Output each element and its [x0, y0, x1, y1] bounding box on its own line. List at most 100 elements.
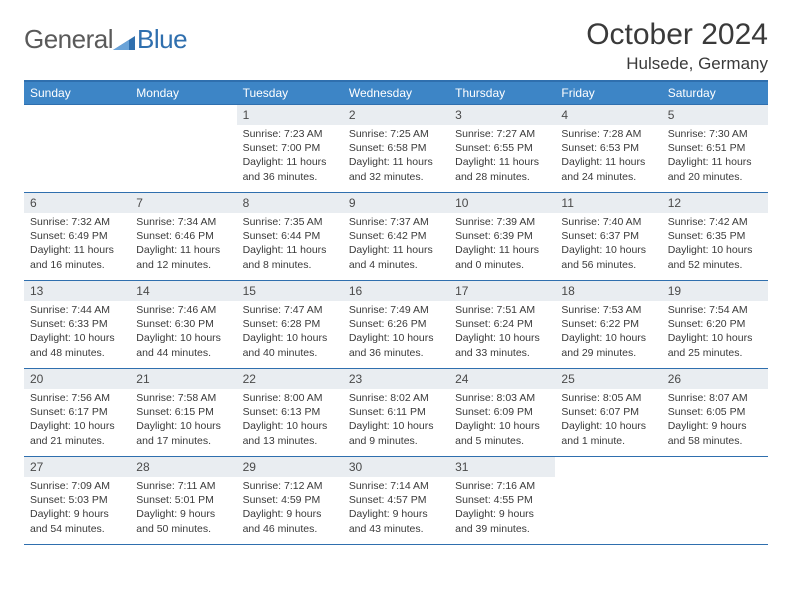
sunrise-text: Sunrise: 8:03 AM	[455, 391, 549, 405]
day-number: 19	[662, 281, 768, 301]
daylight-text: Daylight: 10 hours and 9 minutes.	[349, 419, 443, 447]
calendar-day-cell: 21Sunrise: 7:58 AMSunset: 6:15 PMDayligh…	[130, 369, 236, 457]
sunset-text: Sunset: 6:49 PM	[30, 229, 124, 243]
logo-triangle-icon	[113, 32, 135, 50]
sunrise-text: Sunrise: 7:53 AM	[561, 303, 655, 317]
day-number: 10	[449, 193, 555, 213]
daylight-text: Daylight: 11 hours and 0 minutes.	[455, 243, 549, 271]
day-details: Sunrise: 7:49 AMSunset: 6:26 PMDaylight:…	[343, 301, 449, 364]
calendar-day-cell: 3Sunrise: 7:27 AMSunset: 6:55 PMDaylight…	[449, 105, 555, 193]
calendar-day-cell: 18Sunrise: 7:53 AMSunset: 6:22 PMDayligh…	[555, 281, 661, 369]
daylight-text: Daylight: 11 hours and 4 minutes.	[349, 243, 443, 271]
calendar-day-cell: 5Sunrise: 7:30 AMSunset: 6:51 PMDaylight…	[662, 105, 768, 193]
calendar-day-cell: 29Sunrise: 7:12 AMSunset: 4:59 PMDayligh…	[237, 457, 343, 545]
sunrise-text: Sunrise: 7:42 AM	[668, 215, 762, 229]
daylight-text: Daylight: 10 hours and 29 minutes.	[561, 331, 655, 359]
sunrise-text: Sunrise: 7:27 AM	[455, 127, 549, 141]
sunrise-text: Sunrise: 7:14 AM	[349, 479, 443, 493]
calendar-day-cell: 7Sunrise: 7:34 AMSunset: 6:46 PMDaylight…	[130, 193, 236, 281]
day-number: 7	[130, 193, 236, 213]
sunset-text: Sunset: 6:51 PM	[668, 141, 762, 155]
sunrise-text: Sunrise: 7:49 AM	[349, 303, 443, 317]
day-details: Sunrise: 7:14 AMSunset: 4:57 PMDaylight:…	[343, 477, 449, 540]
sunrise-text: Sunrise: 7:12 AM	[243, 479, 337, 493]
sunset-text: Sunset: 6:05 PM	[668, 405, 762, 419]
sunrise-text: Sunrise: 7:51 AM	[455, 303, 549, 317]
day-details: Sunrise: 7:12 AMSunset: 4:59 PMDaylight:…	[237, 477, 343, 540]
sunrise-text: Sunrise: 7:09 AM	[30, 479, 124, 493]
sunrise-text: Sunrise: 8:05 AM	[561, 391, 655, 405]
day-details: Sunrise: 7:35 AMSunset: 6:44 PMDaylight:…	[237, 213, 343, 276]
day-details: Sunrise: 7:11 AMSunset: 5:01 PMDaylight:…	[130, 477, 236, 540]
page: General Blue October 2024 Hulsede, Germa…	[0, 0, 792, 563]
calendar-day-cell: 9Sunrise: 7:37 AMSunset: 6:42 PMDaylight…	[343, 193, 449, 281]
day-details: Sunrise: 8:07 AMSunset: 6:05 PMDaylight:…	[662, 389, 768, 452]
header: General Blue October 2024 Hulsede, Germa…	[24, 18, 768, 74]
day-details: Sunrise: 8:00 AMSunset: 6:13 PMDaylight:…	[237, 389, 343, 452]
day-details: Sunrise: 8:02 AMSunset: 6:11 PMDaylight:…	[343, 389, 449, 452]
daylight-text: Daylight: 9 hours and 50 minutes.	[136, 507, 230, 535]
calendar-day-cell: ....	[555, 457, 661, 545]
day-number: 24	[449, 369, 555, 389]
sunset-text: Sunset: 4:57 PM	[349, 493, 443, 507]
weekday-header: Wednesday	[343, 81, 449, 105]
day-details: Sunrise: 7:53 AMSunset: 6:22 PMDaylight:…	[555, 301, 661, 364]
sunrise-text: Sunrise: 7:37 AM	[349, 215, 443, 229]
calendar-day-cell: 16Sunrise: 7:49 AMSunset: 6:26 PMDayligh…	[343, 281, 449, 369]
sunset-text: Sunset: 6:58 PM	[349, 141, 443, 155]
sunset-text: Sunset: 6:35 PM	[668, 229, 762, 243]
daylight-text: Daylight: 10 hours and 21 minutes.	[30, 419, 124, 447]
weekday-header: Tuesday	[237, 81, 343, 105]
daylight-text: Daylight: 11 hours and 12 minutes.	[136, 243, 230, 271]
daylight-text: Daylight: 10 hours and 44 minutes.	[136, 331, 230, 359]
day-details: Sunrise: 7:27 AMSunset: 6:55 PMDaylight:…	[449, 125, 555, 188]
calendar-day-cell: 26Sunrise: 8:07 AMSunset: 6:05 PMDayligh…	[662, 369, 768, 457]
sunset-text: Sunset: 7:00 PM	[243, 141, 337, 155]
calendar-table: Sunday Monday Tuesday Wednesday Thursday…	[24, 80, 768, 545]
sunset-text: Sunset: 6:30 PM	[136, 317, 230, 331]
daylight-text: Daylight: 10 hours and 17 minutes.	[136, 419, 230, 447]
weekday-header: Saturday	[662, 81, 768, 105]
day-number: 26	[662, 369, 768, 389]
calendar-day-cell: 1Sunrise: 7:23 AMSunset: 7:00 PMDaylight…	[237, 105, 343, 193]
sunrise-text: Sunrise: 7:39 AM	[455, 215, 549, 229]
calendar-day-cell: 15Sunrise: 7:47 AMSunset: 6:28 PMDayligh…	[237, 281, 343, 369]
day-number: 2	[343, 105, 449, 125]
calendar-day-cell: 31Sunrise: 7:16 AMSunset: 4:55 PMDayligh…	[449, 457, 555, 545]
calendar-week-row: 13Sunrise: 7:44 AMSunset: 6:33 PMDayligh…	[24, 281, 768, 369]
calendar-day-cell: 23Sunrise: 8:02 AMSunset: 6:11 PMDayligh…	[343, 369, 449, 457]
day-details: Sunrise: 7:09 AMSunset: 5:03 PMDaylight:…	[24, 477, 130, 540]
daylight-text: Daylight: 11 hours and 16 minutes.	[30, 243, 124, 271]
sunset-text: Sunset: 6:13 PM	[243, 405, 337, 419]
day-details: Sunrise: 7:34 AMSunset: 6:46 PMDaylight:…	[130, 213, 236, 276]
sunrise-text: Sunrise: 7:46 AM	[136, 303, 230, 317]
sunrise-text: Sunrise: 7:16 AM	[455, 479, 549, 493]
daylight-text: Daylight: 11 hours and 24 minutes.	[561, 155, 655, 183]
sunset-text: Sunset: 6:22 PM	[561, 317, 655, 331]
sunrise-text: Sunrise: 7:28 AM	[561, 127, 655, 141]
sunrise-text: Sunrise: 7:56 AM	[30, 391, 124, 405]
day-number: 28	[130, 457, 236, 477]
day-number: 15	[237, 281, 343, 301]
sunset-text: Sunset: 5:01 PM	[136, 493, 230, 507]
sunrise-text: Sunrise: 7:58 AM	[136, 391, 230, 405]
calendar-day-cell: 24Sunrise: 8:03 AMSunset: 6:09 PMDayligh…	[449, 369, 555, 457]
daylight-text: Daylight: 10 hours and 33 minutes.	[455, 331, 549, 359]
day-details: Sunrise: 7:44 AMSunset: 6:33 PMDaylight:…	[24, 301, 130, 364]
day-number: 31	[449, 457, 555, 477]
day-number: 20	[24, 369, 130, 389]
daylight-text: Daylight: 11 hours and 28 minutes.	[455, 155, 549, 183]
sunset-text: Sunset: 5:03 PM	[30, 493, 124, 507]
weekday-header: Thursday	[449, 81, 555, 105]
daylight-text: Daylight: 10 hours and 36 minutes.	[349, 331, 443, 359]
day-number: 30	[343, 457, 449, 477]
day-number: 23	[343, 369, 449, 389]
day-number: 18	[555, 281, 661, 301]
sunrise-text: Sunrise: 8:00 AM	[243, 391, 337, 405]
title-block: October 2024 Hulsede, Germany	[586, 18, 768, 74]
day-details: Sunrise: 7:28 AMSunset: 6:53 PMDaylight:…	[555, 125, 661, 188]
day-number: 5	[662, 105, 768, 125]
calendar-day-cell: 4Sunrise: 7:28 AMSunset: 6:53 PMDaylight…	[555, 105, 661, 193]
day-number: 17	[449, 281, 555, 301]
logo-text-general: General	[24, 24, 113, 55]
